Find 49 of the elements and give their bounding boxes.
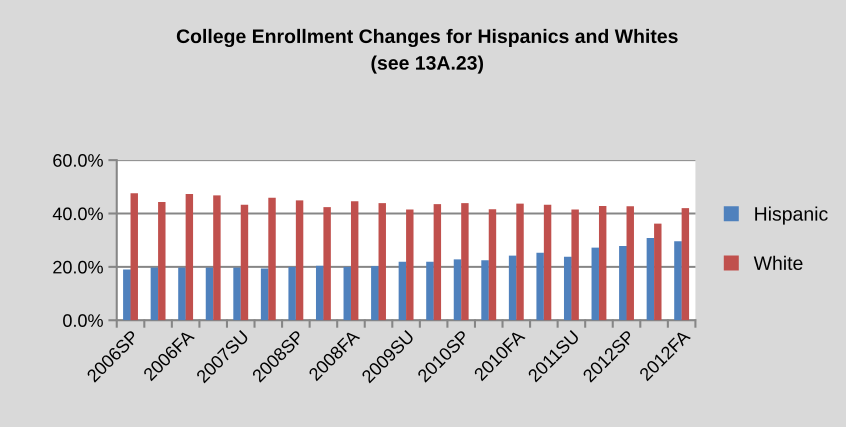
- bar: [158, 202, 166, 320]
- bar: [233, 268, 241, 320]
- bar: [123, 270, 131, 320]
- bar: [296, 200, 304, 320]
- y-tick-label: 0.0%: [63, 314, 103, 327]
- bar: [619, 246, 627, 320]
- bar: [213, 195, 221, 320]
- bar: [406, 209, 414, 320]
- legend-label: Hispanic: [755, 206, 828, 225]
- bar: [240, 204, 248, 320]
- bar: [674, 241, 682, 320]
- bar: [481, 260, 489, 320]
- bar: [508, 256, 516, 320]
- bar: [426, 262, 434, 320]
- bar: [598, 206, 606, 320]
- bar: [206, 268, 214, 320]
- bar: [646, 238, 654, 320]
- bar: [268, 198, 276, 320]
- bar: [350, 201, 358, 320]
- bar: [178, 268, 186, 320]
- bar: [186, 194, 194, 320]
- legend-label: White: [754, 256, 802, 270]
- bar: [434, 204, 442, 320]
- bar: [536, 252, 544, 320]
- chart-title: College Enrollment Changes for Hispanics and Whites (see 13A.23): [176, 28, 678, 74]
- y-tick-label: 60.0%: [53, 154, 103, 167]
- y-tick-label: 20.0%: [53, 260, 103, 274]
- bar: [371, 266, 379, 320]
- bar: [592, 248, 599, 320]
- bar: [378, 203, 386, 320]
- bar: [398, 262, 406, 320]
- bar: [654, 224, 662, 320]
- bar: [488, 209, 496, 320]
- bar: [288, 266, 296, 320]
- bar: [454, 259, 462, 320]
- y-tick-label: 40.0%: [52, 207, 103, 220]
- bar: [626, 206, 634, 320]
- bar: [544, 204, 552, 320]
- bar: [150, 268, 158, 320]
- bar: [316, 266, 324, 320]
- bar: [461, 203, 469, 320]
- bar: [516, 204, 524, 320]
- bar: [571, 209, 579, 320]
- bar: [130, 193, 138, 320]
- bar: [682, 208, 690, 320]
- bar: [564, 256, 572, 320]
- bar: [260, 268, 268, 320]
- bar: [344, 266, 351, 320]
- bar: [323, 207, 331, 320]
